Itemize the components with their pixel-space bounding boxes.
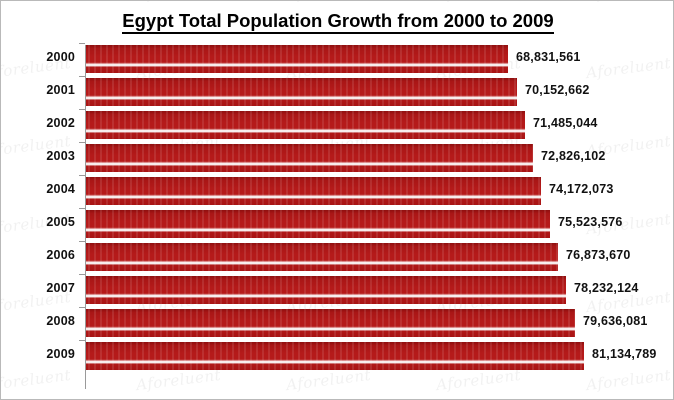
axis-tick — [79, 241, 85, 242]
bar-row: 2005 75,523,576 — [1, 208, 673, 241]
bar-value-label: 75,523,576 — [558, 215, 623, 229]
category-label: 2006 — [46, 248, 75, 262]
bar-row: 2006 76,873,670 — [1, 241, 673, 274]
category-label: 2003 — [46, 149, 75, 163]
bar-value-label: 71,485,044 — [533, 116, 598, 130]
watermark-text: Aforeluent — [435, 1, 522, 4]
category-label: 2008 — [46, 314, 75, 328]
bar-row: 2007 78,232,124 — [1, 274, 673, 307]
chart-title: Egypt Total Population Growth from 2000 … — [1, 10, 673, 35]
bar-value-label: 72,826,102 — [541, 149, 606, 163]
watermark-text: Aforeluent — [285, 1, 372, 4]
category-label: 2009 — [46, 347, 75, 361]
axis-tick — [79, 274, 85, 275]
axis-tick — [79, 208, 85, 209]
bar-value-label: 74,172,073 — [549, 182, 614, 196]
bar[interactable] — [86, 144, 533, 172]
category-label: 2000 — [46, 50, 75, 64]
bar-row: 2002 71,485,044 — [1, 109, 673, 142]
bar-rows: 2000 68,831,561 2001 70,152,662 2002 71,485,0… — [1, 43, 673, 373]
category-label: 2002 — [46, 116, 75, 130]
bar-row: 2008 79,636,081 — [1, 307, 673, 340]
bar-track — [86, 342, 673, 370]
axis-tick — [79, 175, 85, 176]
category-label: 2004 — [46, 182, 75, 196]
bar[interactable] — [86, 276, 566, 304]
bar[interactable] — [86, 45, 508, 73]
axis-tick — [79, 307, 85, 308]
axis-tick — [79, 142, 85, 143]
bar[interactable] — [86, 111, 525, 139]
bar-row: 2003 72,826,102 — [1, 142, 673, 175]
axis-tick — [79, 76, 85, 77]
bar-track — [86, 111, 673, 139]
axis-tick — [79, 340, 85, 341]
bar-row: 2004 74,172,073 — [1, 175, 673, 208]
bar-track — [86, 243, 673, 271]
plot-area: 2000 68,831,561 2001 70,152,662 2002 71,485,0… — [1, 43, 673, 395]
bar-track — [86, 276, 673, 304]
chart-title-text: Egypt Total Population Growth from 2000 … — [122, 10, 554, 35]
watermark-text: Aforeluent — [135, 1, 222, 4]
axis-tick — [79, 43, 85, 44]
bar-track — [86, 210, 673, 238]
bar-row: 2001 70,152,662 — [1, 76, 673, 109]
bar-track — [86, 309, 673, 337]
bar-value-label: 70,152,662 — [525, 83, 590, 97]
bar-row: 2000 68,831,561 — [1, 43, 673, 76]
bar[interactable] — [86, 309, 575, 337]
bar-value-label: 76,873,670 — [566, 248, 631, 262]
bar[interactable] — [86, 210, 550, 238]
bar-value-label: 78,232,124 — [574, 281, 639, 295]
bar-row: 2009 81,134,789 — [1, 340, 673, 373]
category-label: 2005 — [46, 215, 75, 229]
bar-track — [86, 177, 673, 205]
bar-value-label: 68,831,561 — [516, 50, 581, 64]
bar-value-label: 79,636,081 — [583, 314, 648, 328]
category-label: 2001 — [46, 83, 75, 97]
bar-value-label: 81,134,789 — [592, 347, 657, 361]
bar-track — [86, 45, 673, 73]
watermark-text: Aforeluent — [585, 1, 672, 4]
bar[interactable] — [86, 78, 517, 106]
watermark-text: Aforeluent — [1, 1, 72, 4]
axis-tick — [79, 109, 85, 110]
bar-track — [86, 144, 673, 172]
bar[interactable] — [86, 342, 584, 370]
bar[interactable] — [86, 177, 541, 205]
category-label: 2007 — [46, 281, 75, 295]
bar[interactable] — [86, 243, 558, 271]
category-axis-line — [85, 45, 86, 389]
bar-track — [86, 78, 673, 106]
